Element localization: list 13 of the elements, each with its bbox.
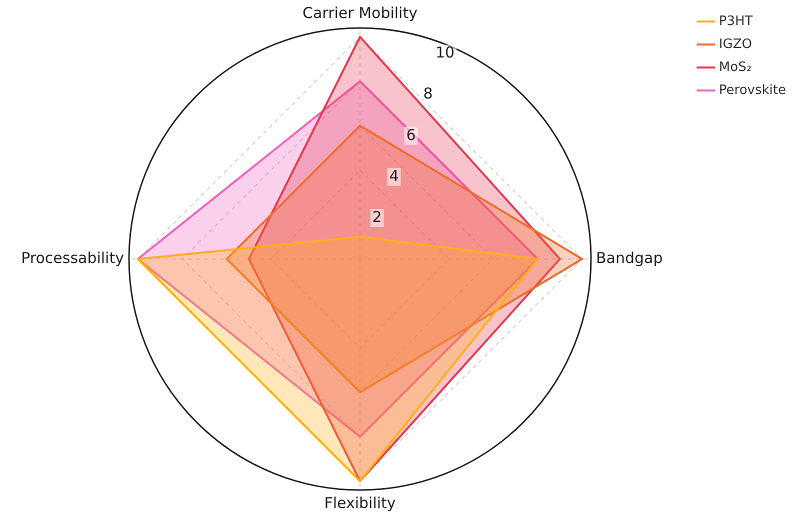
spoke-label: Flexibility	[324, 494, 396, 512]
y-tick-label: 4	[389, 166, 399, 185]
spoke-label: Carrier Mobility	[302, 4, 418, 22]
spoke-label: Bandgap	[596, 248, 663, 267]
y-tick-label: 6	[406, 126, 416, 144]
legend-label: IGZO	[718, 36, 752, 52]
y-tick-label: 2	[372, 208, 382, 226]
legend-label: MoS₂	[718, 60, 752, 75]
legend-label: P3HT	[718, 14, 753, 29]
legend-label: Perovskite	[718, 82, 786, 98]
y-tick-label: 10	[435, 44, 455, 62]
y-tick-label: 8	[423, 84, 433, 103]
spoke-label: Processability	[21, 248, 124, 267]
